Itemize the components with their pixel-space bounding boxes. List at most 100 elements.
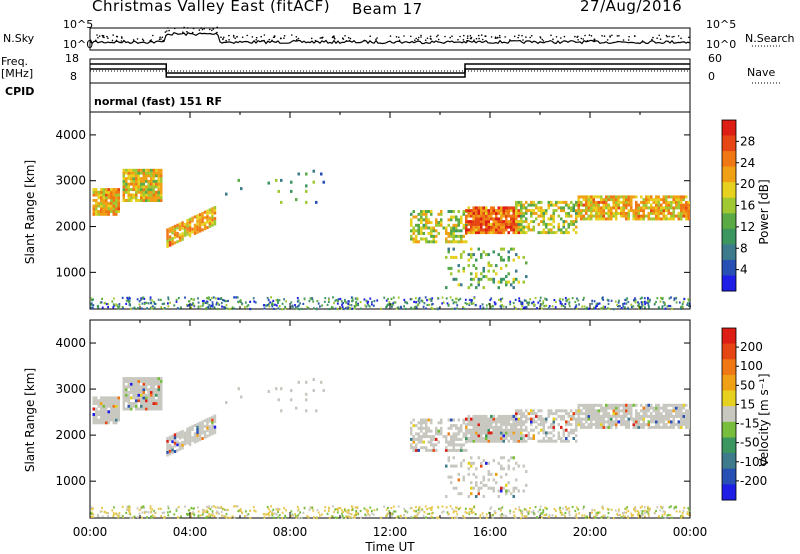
power-cell bbox=[600, 214, 603, 218]
power-cell bbox=[166, 228, 169, 232]
velocity-cell bbox=[420, 508, 423, 511]
velocity-cell bbox=[130, 388, 133, 392]
power-cell bbox=[160, 188, 163, 192]
power-cell bbox=[553, 299, 556, 302]
velocity-cell bbox=[115, 418, 118, 422]
velocity-cell bbox=[227, 508, 229, 512]
power-cell bbox=[495, 220, 498, 224]
velocity-cell bbox=[607, 406, 610, 410]
velocity-cell bbox=[184, 505, 186, 508]
power-cell bbox=[140, 171, 143, 175]
velocity-cell bbox=[206, 511, 209, 514]
power-cell bbox=[344, 298, 346, 302]
power-cell bbox=[685, 211, 688, 215]
power-cell bbox=[186, 224, 189, 228]
velocity-cell bbox=[431, 506, 434, 509]
velocity-cell bbox=[376, 508, 379, 511]
velocity-cell bbox=[166, 448, 169, 451]
velocity-cell bbox=[561, 512, 563, 515]
velocity-cell bbox=[462, 421, 465, 425]
power-cell bbox=[417, 212, 420, 216]
power-cell bbox=[582, 217, 585, 221]
power-cell bbox=[517, 214, 520, 218]
power-cell bbox=[527, 228, 530, 232]
velocity-cell bbox=[220, 510, 223, 513]
power-cell bbox=[567, 203, 570, 207]
velocity-cell bbox=[566, 509, 568, 512]
velocity-cell bbox=[431, 516, 434, 519]
power-cell bbox=[537, 222, 540, 226]
power-cell bbox=[667, 304, 670, 308]
power-cell bbox=[133, 306, 136, 309]
velocity-cell bbox=[450, 437, 453, 441]
power-cell bbox=[237, 301, 240, 304]
power-cell bbox=[505, 211, 508, 215]
velocity-cell bbox=[155, 388, 158, 392]
velocity-cell bbox=[487, 431, 490, 435]
velocity-cell bbox=[192, 512, 195, 515]
power-cell bbox=[586, 306, 588, 309]
power-cell bbox=[650, 209, 653, 213]
velocity-cell bbox=[160, 407, 163, 411]
power-cell bbox=[205, 308, 207, 311]
power-cell bbox=[513, 305, 516, 308]
power-cell bbox=[294, 304, 296, 307]
velocity-cell bbox=[488, 511, 490, 514]
power-cell bbox=[625, 217, 628, 221]
velocity-cell bbox=[92, 415, 95, 419]
power-cell bbox=[450, 234, 453, 238]
velocity-cell bbox=[90, 515, 93, 518]
velocity-cell bbox=[472, 486, 475, 490]
power-cell bbox=[450, 229, 453, 233]
velocity-cell bbox=[675, 423, 678, 427]
power-cell bbox=[441, 296, 444, 299]
velocity-cell bbox=[311, 507, 314, 510]
velocity-cell bbox=[600, 516, 603, 519]
power-cell bbox=[642, 198, 645, 202]
power-cell bbox=[452, 234, 455, 238]
velocity-cell bbox=[468, 511, 471, 514]
power-cell bbox=[536, 307, 538, 310]
power-cell bbox=[107, 196, 110, 200]
power-cell bbox=[555, 209, 558, 213]
power-cell bbox=[127, 199, 130, 202]
power-cell bbox=[470, 231, 473, 235]
power-cell bbox=[112, 199, 115, 202]
velocity-cell bbox=[485, 461, 488, 465]
velocity-cell bbox=[583, 514, 586, 517]
velocity-cell bbox=[425, 448, 428, 452]
power-cell bbox=[452, 240, 455, 244]
velocity-cell bbox=[117, 402, 120, 405]
velocity-cell bbox=[278, 514, 281, 517]
velocity-cell bbox=[555, 412, 558, 416]
velocity-cell bbox=[592, 423, 595, 427]
power-cell bbox=[412, 232, 415, 235]
velocity-cell bbox=[515, 461, 518, 465]
velocity-cell bbox=[160, 388, 163, 392]
velocity-cell bbox=[145, 393, 148, 397]
velocity-cell bbox=[100, 396, 103, 400]
velocity-cell bbox=[432, 448, 435, 452]
power-cell bbox=[630, 209, 633, 213]
power-cell bbox=[140, 193, 143, 197]
power-cell bbox=[640, 214, 643, 218]
velocity-cell bbox=[561, 507, 564, 510]
velocity-cell bbox=[107, 396, 110, 400]
velocity-cell bbox=[157, 385, 160, 389]
velocity-cell bbox=[543, 514, 546, 517]
power-cell bbox=[203, 210, 207, 214]
power-cell bbox=[610, 198, 613, 202]
velocity-cell bbox=[366, 511, 369, 514]
power-cell bbox=[480, 209, 483, 213]
velocity-cell bbox=[500, 434, 503, 438]
power-cell bbox=[125, 302, 128, 305]
velocity-cell bbox=[480, 486, 483, 490]
power-cell bbox=[542, 209, 545, 213]
power-cell bbox=[554, 306, 557, 309]
velocity-cell bbox=[617, 409, 620, 413]
power-cell bbox=[225, 307, 228, 310]
power-cell bbox=[268, 305, 271, 308]
power-cell bbox=[107, 207, 110, 211]
power-cell bbox=[197, 301, 200, 304]
power-cell bbox=[567, 225, 570, 229]
